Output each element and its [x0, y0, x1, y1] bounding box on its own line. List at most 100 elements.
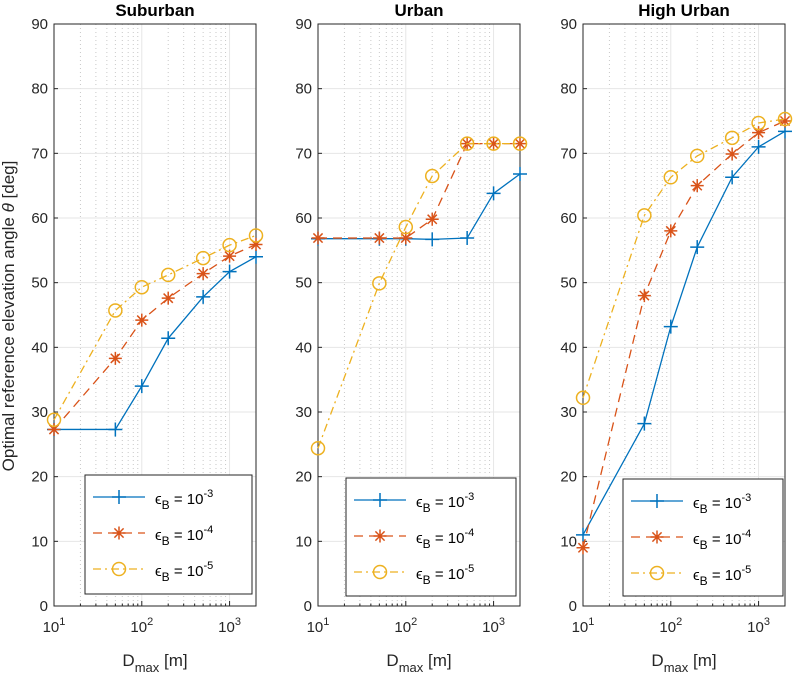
- asterisk-marker: [690, 179, 704, 193]
- asterisk-marker: [196, 267, 210, 281]
- asterisk-marker: [108, 351, 122, 365]
- chart-panel-3: 0 10 20 30 40 50 60 70 80 90 101 102 103 High Urban Dm…: [560, 1, 793, 675]
- circle-marker: [663, 170, 679, 185]
- plus-marker: [637, 416, 652, 431]
- asterisk-marker: [161, 291, 175, 305]
- y-tick-label: 90: [31, 16, 48, 33]
- y-tick-label: 80: [295, 81, 312, 98]
- series-line-3: [582, 118, 786, 398]
- chart-title: High Urban: [638, 1, 730, 20]
- plus-marker: [513, 167, 527, 182]
- x-tick-label: 103: [747, 616, 770, 636]
- legend: ϵB = 10-3 ϵB = 10-4 ϵB = 10-5: [84, 474, 253, 595]
- x-tick-label: 101: [307, 616, 330, 636]
- legend-plus-marker: [373, 493, 387, 507]
- asterisk-marker: [637, 289, 651, 303]
- legend-label-1: ϵB = 10-3: [416, 491, 474, 515]
- y-tick-label: 30: [31, 404, 48, 421]
- plus-marker: [134, 379, 149, 394]
- plus-marker: [663, 319, 678, 334]
- circle-marker: [372, 276, 387, 291]
- plus-marker: [460, 231, 475, 246]
- y-tick-label: 10: [560, 533, 577, 550]
- plus-marker: [196, 289, 211, 304]
- legend-label-2: ϵB = 10-4: [416, 527, 474, 551]
- circle-marker: [424, 168, 440, 184]
- y-tick-label: 10: [31, 533, 48, 550]
- asterisk-marker: [425, 212, 439, 226]
- chart-panel-2: 0 10 20 30 40 50 60 70 80 90 101 102 103 Urban Dmax [m…: [295, 1, 528, 675]
- circle-marker: [777, 111, 793, 127]
- axes-box: [582, 23, 786, 607]
- asterisk-marker: [135, 313, 149, 327]
- x-tick-label: 102: [130, 616, 153, 636]
- asterisk-marker: [249, 238, 263, 252]
- legend-label-1: ϵB = 10-3: [693, 492, 751, 516]
- legend-circle-marker: [649, 565, 665, 581]
- chart-panel-1: 0 10 20 30 40 50 60 70 80 90 101 102 103 Suburban Dmax…: [31, 1, 264, 675]
- legend-label-3: ϵB = 10-5: [416, 563, 474, 587]
- x-tick-label: 103: [482, 616, 505, 636]
- series-line-3: [317, 142, 520, 449]
- plus-marker: [751, 139, 766, 154]
- asterisk-marker: [725, 147, 739, 161]
- legend: ϵB = 10-3 ϵB = 10-4 ϵB = 10-5: [345, 477, 517, 597]
- plus-marker: [576, 527, 590, 542]
- y-tick-label: 70: [295, 145, 312, 162]
- y-tick-label: 20: [31, 469, 48, 486]
- series-group: [575, 111, 793, 555]
- legend-label-3: ϵB = 10-5: [693, 564, 751, 588]
- legend-circle-marker: [111, 561, 127, 577]
- legend-label-1: ϵB = 10-3: [155, 488, 213, 512]
- y-tick-label: 60: [560, 210, 577, 227]
- asterisk-marker: [752, 126, 766, 140]
- legend: ϵB = 10-3 ϵB = 10-4 ϵB = 10-5: [622, 478, 784, 597]
- y-tick-label: 50: [560, 275, 577, 292]
- circle-marker: [46, 412, 62, 428]
- circle-marker: [195, 250, 211, 266]
- asterisk-marker: [576, 541, 590, 555]
- circle-marker: [512, 136, 528, 151]
- x-tick-label: 103: [218, 616, 241, 636]
- y-tick-label: 20: [560, 469, 577, 486]
- plus-marker: [725, 170, 740, 185]
- asterisk-marker: [664, 224, 678, 238]
- y-tick-label: 10: [295, 533, 312, 550]
- y-tick-label: 20: [295, 469, 312, 486]
- legend-plus-marker: [650, 494, 664, 508]
- circle-marker: [160, 267, 176, 283]
- y-tick-label: 40: [295, 339, 312, 356]
- circle-marker: [724, 130, 740, 146]
- legend-plus-marker: [112, 490, 126, 504]
- asterisk-marker: [223, 249, 237, 263]
- x-tick-label: 101: [572, 616, 595, 636]
- circle-marker: [248, 228, 264, 243]
- series-line-3: [53, 234, 257, 421]
- legend-box: [84, 474, 253, 595]
- asterisk-marker: [487, 137, 501, 151]
- legend-label-2: ϵB = 10-4: [693, 528, 751, 552]
- circle-marker: [222, 237, 237, 253]
- legend-label-2: ϵB = 10-4: [155, 524, 213, 548]
- legend-asterisk-marker: [373, 529, 387, 543]
- y-tick-label: 0: [304, 598, 312, 615]
- y-tick-label: 30: [295, 404, 312, 421]
- y-tick-label: 70: [31, 145, 48, 162]
- circle-marker: [689, 148, 705, 164]
- y-tick-label: 50: [31, 275, 48, 292]
- plus-marker: [222, 264, 237, 279]
- plus-marker: [161, 331, 176, 346]
- x-axis-label: Dmax [m]: [122, 651, 187, 675]
- circle-marker: [108, 303, 123, 318]
- y-tick-label: 70: [560, 145, 577, 162]
- y-tick-label: 60: [31, 210, 48, 227]
- circle-marker: [310, 440, 326, 456]
- y-tick-label: 40: [31, 339, 48, 356]
- plus-marker: [249, 249, 263, 264]
- x-axis-label: Dmax [m]: [386, 651, 451, 675]
- y-tick-label: 90: [560, 16, 577, 33]
- y-tick-label: 80: [560, 81, 577, 98]
- asterisk-marker: [47, 422, 61, 436]
